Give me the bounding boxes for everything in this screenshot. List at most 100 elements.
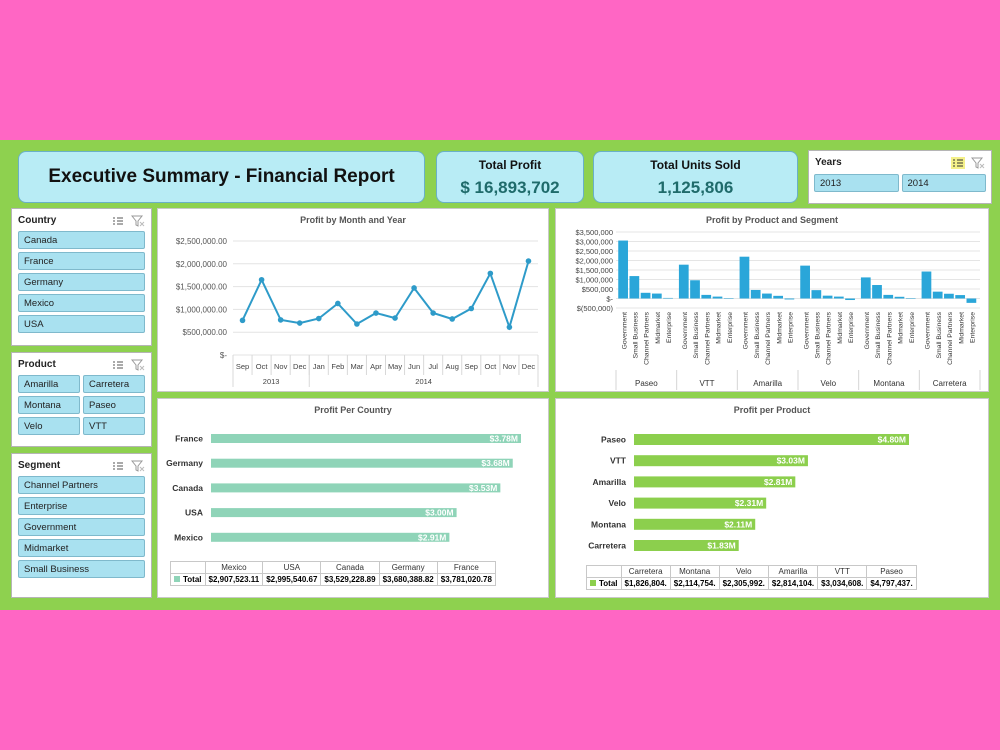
- category-label: VTT: [610, 456, 627, 466]
- y-tick-label: $2,500,000: [575, 247, 613, 256]
- segment-bar: [663, 297, 673, 299]
- profit-point: [430, 310, 436, 316]
- profit-point: [468, 305, 475, 312]
- segment-tick-label: Enterprise: [848, 312, 855, 343]
- profit-point: [392, 315, 398, 321]
- segment-slicer-title: Segment: [18, 459, 61, 471]
- data-label: $4.80M: [878, 435, 906, 445]
- profit-series-line: [241, 260, 530, 331]
- segment-chip-channel-partners[interactable]: Channel Partners: [18, 476, 145, 494]
- multi-select-icon[interactable]: [111, 214, 125, 226]
- profit-per-country-panel: Profit Per Country France $3.78M Germany $3…: [157, 398, 549, 598]
- legend-swatch: [174, 576, 180, 582]
- profit-point: [258, 276, 265, 283]
- country-chip-mexico[interactable]: Mexico: [18, 294, 145, 312]
- report-title-box: Executive Summary - Financial Report: [18, 151, 425, 203]
- category-label: Montana: [591, 519, 626, 529]
- clear-filter-icon[interactable]: [130, 214, 145, 227]
- product-chip-vtt[interactable]: VTT: [83, 417, 145, 435]
- product-chip-velo[interactable]: Velo: [18, 417, 80, 435]
- segment-bar: [894, 296, 905, 299]
- segment-bar: [618, 240, 628, 299]
- country-slicer: Country Canada France Germany Mexico USA: [11, 208, 152, 346]
- segment-bar: [678, 264, 689, 299]
- segment-tick-label: Midmarket: [716, 312, 723, 344]
- profit-point: [506, 324, 513, 330]
- profit-by-product-segment-title: Profit by Product and Segment: [705, 215, 838, 225]
- value-bar: [634, 476, 796, 488]
- profit-per-product-panel: Profit per Product Paseo $4.80M VTT $3.03M A…: [555, 398, 989, 598]
- year-chip-2014[interactable]: 2014: [901, 174, 986, 192]
- clear-filter-icon[interactable]: [970, 156, 985, 169]
- category-label: Canada: [172, 483, 203, 493]
- segment-bar: [905, 298, 916, 299]
- table-value-cell: $1,826,804.: [620, 577, 671, 590]
- clear-filter-icon[interactable]: [130, 358, 145, 371]
- total-units-label: Total Units Sold: [650, 158, 741, 172]
- segment-chip-midmarket[interactable]: Midmarket: [18, 539, 145, 557]
- country-chip-france[interactable]: France: [18, 252, 145, 270]
- category-label: USA: [185, 508, 203, 518]
- product-chip-montana[interactable]: Montana: [18, 396, 80, 414]
- segment-tick-label: Government: [743, 312, 750, 350]
- category-label: France: [175, 434, 203, 444]
- table-corner: [586, 565, 622, 578]
- segment-chip-government[interactable]: Government: [18, 518, 145, 536]
- product-chip-amarilla[interactable]: Amarilla: [18, 375, 80, 393]
- table-header-cell: Velo: [718, 565, 769, 578]
- segment-tick-label: Enterprise: [788, 312, 795, 343]
- segment-tick-label: Enterprise: [727, 312, 734, 343]
- table-value-cell: $2,995,540.67: [262, 573, 322, 586]
- country-chip-germany[interactable]: Germany: [18, 273, 145, 291]
- year-chip-2013[interactable]: 2013: [814, 174, 899, 192]
- segment-tick-label: Enterprise: [970, 312, 977, 343]
- table-header-cell: Amarilla: [767, 565, 819, 578]
- product-group-label: Amarilla: [753, 379, 782, 388]
- month-tick-label: Sep: [465, 362, 478, 371]
- month-tick-label: Dec: [522, 362, 536, 371]
- multi-select-icon[interactable]: [111, 459, 125, 471]
- profit-point: [411, 285, 417, 291]
- multi-select-icon[interactable]: [111, 358, 125, 370]
- segment-bar: [629, 276, 640, 299]
- years-slicer-title: Years: [815, 156, 842, 168]
- table-corner: [170, 561, 206, 574]
- segment-tick-label: Midmarket: [958, 312, 965, 344]
- product-slicer-title: Product: [18, 358, 56, 370]
- segment-bar: [883, 294, 894, 299]
- month-tick-label: Mar: [350, 362, 363, 371]
- product-group-label: Carretera: [933, 379, 967, 388]
- product-group-label: Montana: [873, 379, 905, 388]
- segment-tick-label: Midmarket: [837, 312, 844, 344]
- data-label: $2.31M: [735, 498, 763, 508]
- product-group-label: Paseo: [635, 379, 658, 388]
- multi-select-icon[interactable]: [951, 156, 965, 169]
- category-label: Amarilla: [592, 477, 626, 487]
- value-bar: [211, 483, 501, 493]
- segment-bar: [784, 298, 795, 300]
- segment-tick-label: Government: [864, 312, 871, 350]
- profit-by-product-segment-chart: $3,500,000$3,000,000$2,500,000$2,000,000…: [575, 228, 981, 390]
- product-chip-carretera[interactable]: Carretera: [83, 375, 145, 393]
- product-chip-paseo[interactable]: Paseo: [83, 396, 145, 414]
- segment-tick-label: Channel Partners: [644, 311, 651, 364]
- segment-tick-label: Small Business: [814, 311, 821, 358]
- table-value-cell: $3,781,020.78: [436, 573, 496, 586]
- total-profit-value: $ 16,893,702: [460, 178, 560, 197]
- segment-chip-enterprise[interactable]: Enterprise: [18, 497, 145, 515]
- segment-bar: [640, 292, 651, 299]
- data-label: $3.53M: [469, 483, 497, 493]
- y-tick-label: $(500,000): [577, 304, 614, 313]
- country-chip-canada[interactable]: Canada: [18, 231, 145, 249]
- month-tick-label: Jan: [313, 362, 325, 371]
- value-bar: [211, 458, 513, 468]
- clear-filter-icon[interactable]: [130, 459, 145, 472]
- value-bar: [211, 508, 457, 518]
- country-chip-usa[interactable]: USA: [18, 315, 145, 333]
- segment-bar: [845, 298, 855, 301]
- segment-bar: [712, 296, 723, 299]
- month-tick-label: Nov: [274, 362, 288, 371]
- segment-tick-label: Small Business: [693, 311, 700, 358]
- segment-chip-small-business[interactable]: Small Business: [18, 560, 145, 578]
- data-label: $3.78M: [490, 434, 518, 444]
